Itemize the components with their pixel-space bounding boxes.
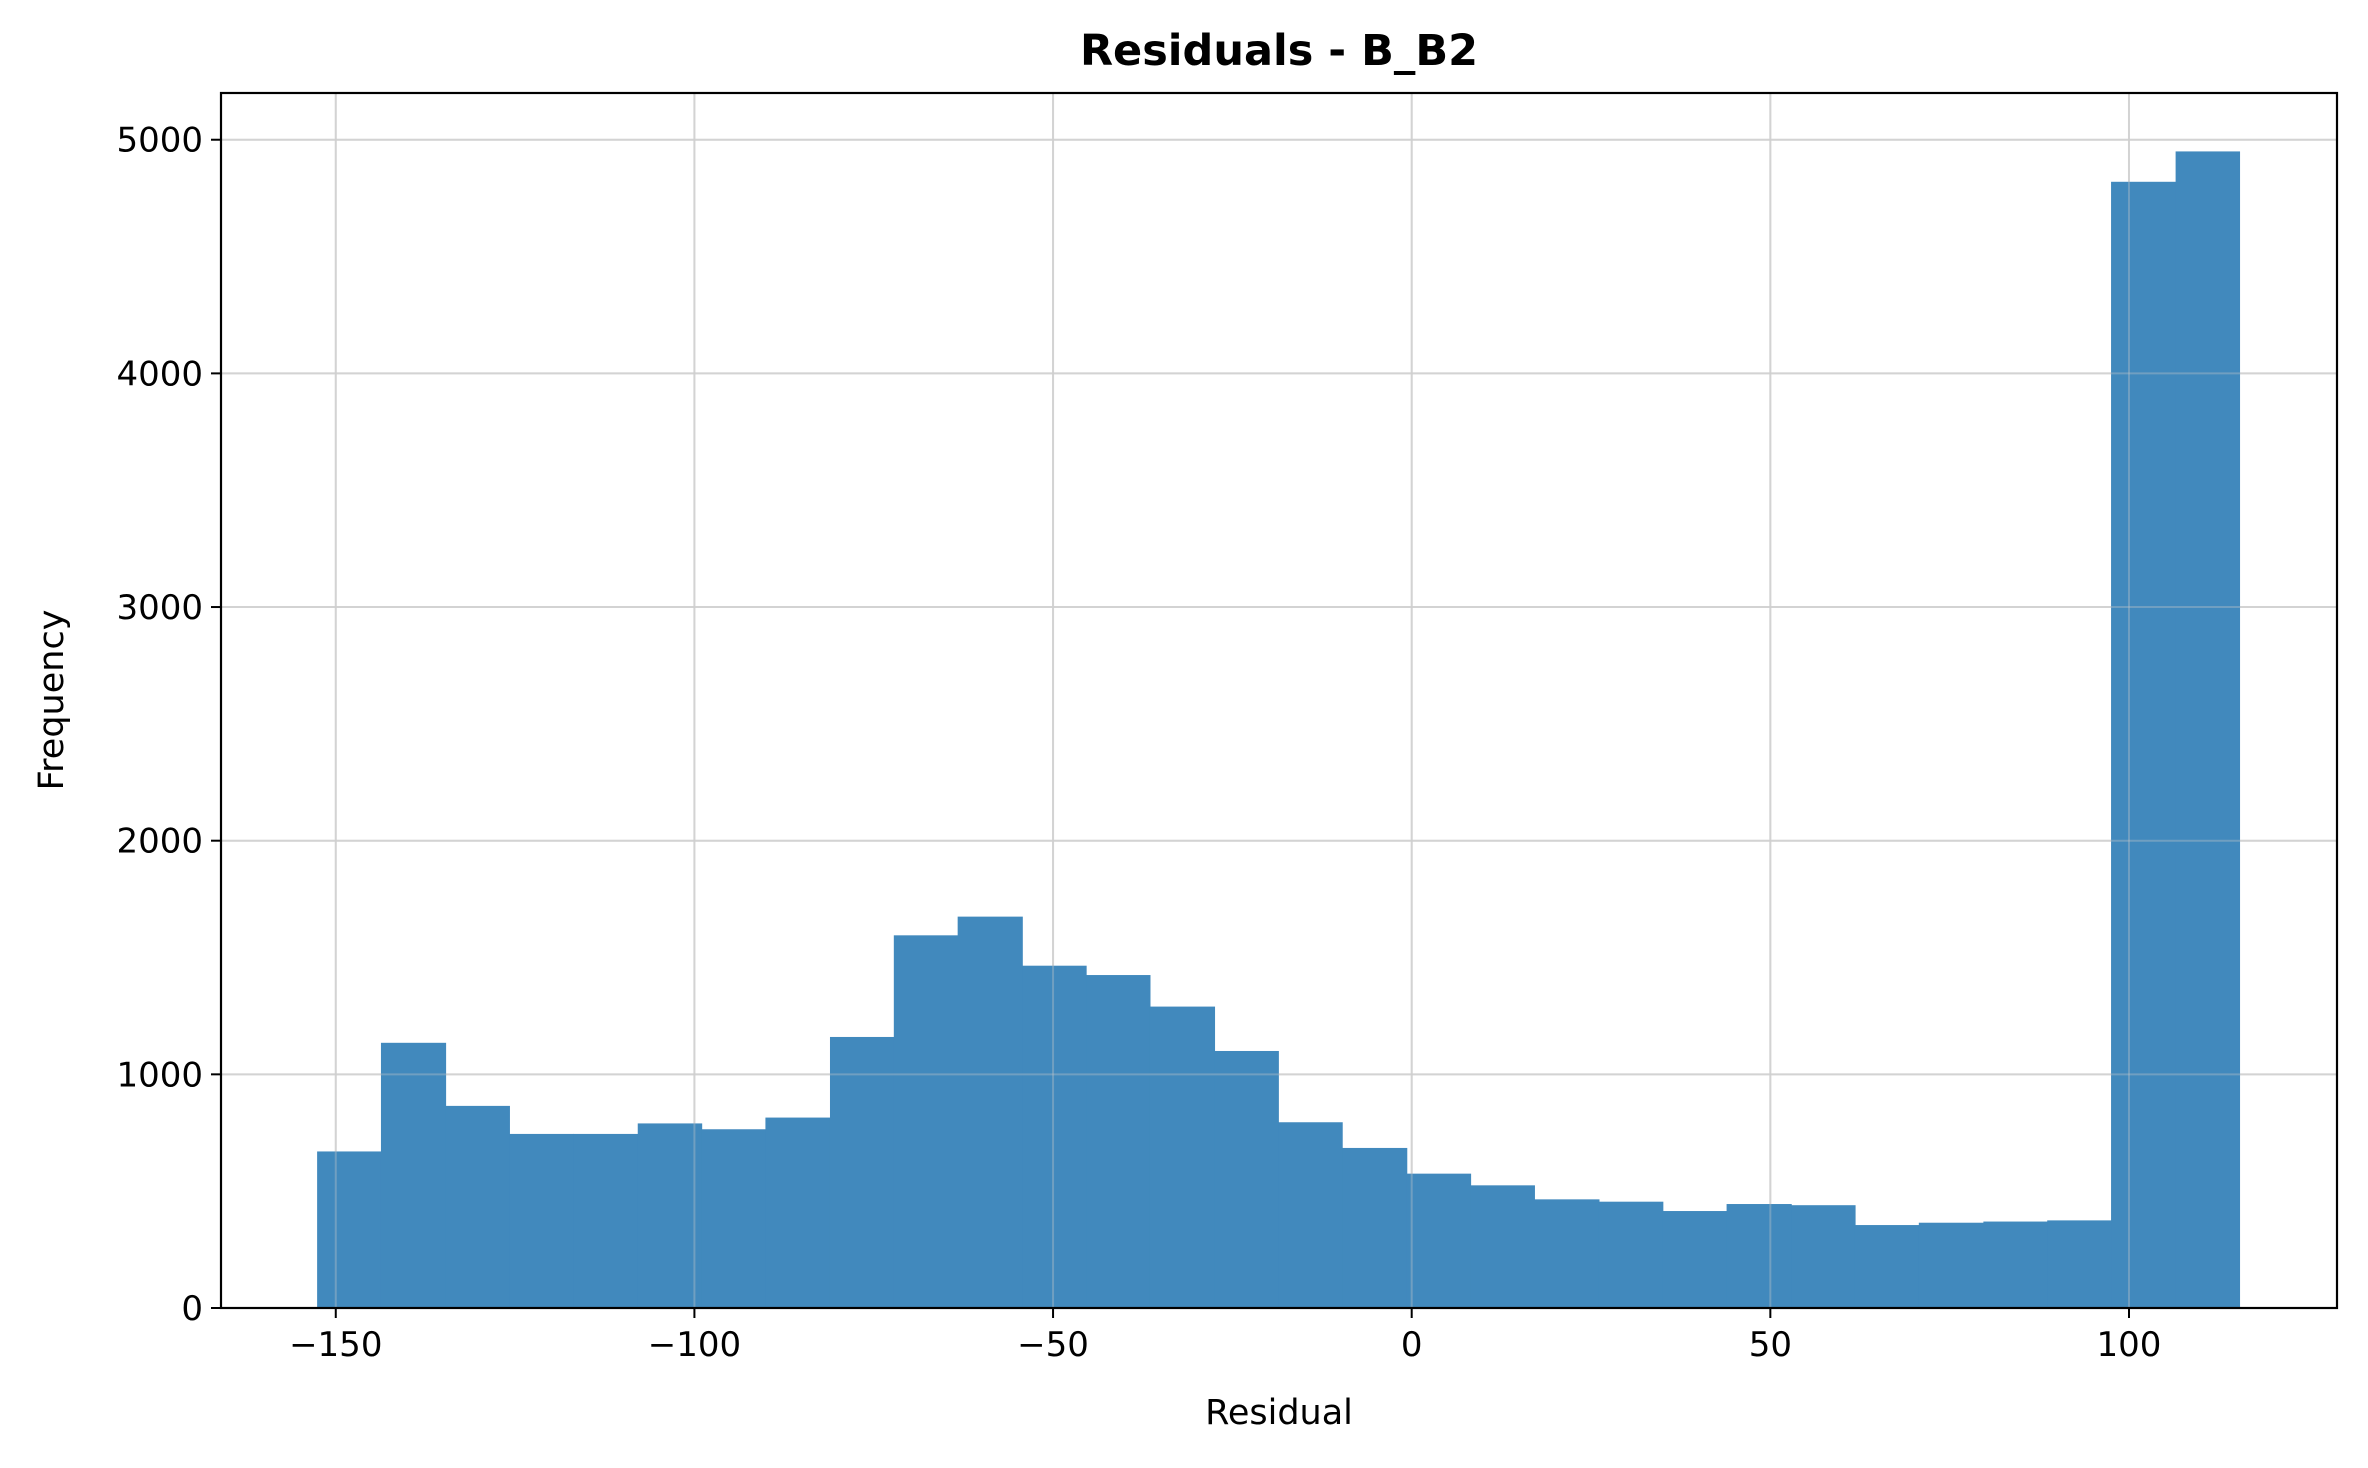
histogram-bar: [317, 1151, 382, 1308]
histogram-bar: [957, 916, 1023, 1308]
histogram-bar: [509, 1133, 574, 1308]
x-tick-label: −100: [648, 1325, 741, 1365]
x-tick-label: −50: [1017, 1325, 1089, 1365]
x-tick-label: 50: [1749, 1325, 1792, 1365]
y-tick-label: 4000: [116, 354, 203, 394]
histogram-bar: [765, 1117, 831, 1308]
histogram-bar: [380, 1042, 447, 1308]
y-tick-label: 3000: [116, 588, 203, 628]
histogram-bar: [1470, 1185, 1535, 1308]
histogram-bar: [829, 1036, 895, 1308]
histogram-bar: [1854, 1225, 1920, 1308]
x-axis-label: Residual: [1205, 1393, 1353, 1433]
histogram-bar: [1598, 1201, 1664, 1308]
histogram-bar: [1662, 1211, 1728, 1308]
x-tick-label: 0: [1401, 1325, 1423, 1365]
histogram-bar: [637, 1123, 703, 1308]
y-axis-ticks: 0 1000 2000 3000 4000 5000: [116, 121, 221, 1329]
histogram-bar: [1022, 965, 1087, 1308]
y-tick-label: 1000: [116, 1055, 203, 1095]
histogram-bar: [1086, 975, 1151, 1308]
plot-area-frame: [219, 91, 2339, 1310]
x-tick-label: −150: [289, 1325, 382, 1365]
histogram-bar: [701, 1129, 767, 1308]
histogram-bar: [2047, 1220, 2112, 1308]
histogram-bar: [2111, 181, 2177, 1309]
x-tick-label: 100: [2097, 1325, 2162, 1365]
chart-title: Residuals - B_B2: [1080, 26, 1478, 76]
histogram-bar: [1983, 1221, 2048, 1308]
histogram-bar: [1149, 1006, 1216, 1308]
histogram-bar: [1278, 1122, 1343, 1308]
y-tick-label: 2000: [116, 822, 203, 862]
y-tick-label: 5000: [116, 121, 203, 161]
histogram-bars: [221, 93, 2337, 1309]
histogram-bar: [1791, 1205, 1856, 1308]
x-axis-ticks: −150 −100 −50 0 50 100: [289, 1308, 2161, 1365]
histogram-bar: [445, 1105, 510, 1308]
histogram-bar: [573, 1133, 639, 1308]
histogram-bar: [1918, 1222, 1984, 1308]
histogram-bar: [1214, 1050, 1279, 1308]
histogram-bar: [1406, 1173, 1472, 1308]
histogram-bar: [1534, 1199, 1600, 1308]
histogram-bar: [1342, 1147, 1408, 1308]
histogram-bar: [893, 935, 959, 1308]
y-axis-label: Frequency: [32, 610, 72, 791]
y-tick-label: 0: [181, 1289, 203, 1329]
histogram-bar: [1726, 1204, 1792, 1308]
histogram-bar: [2175, 151, 2241, 1309]
